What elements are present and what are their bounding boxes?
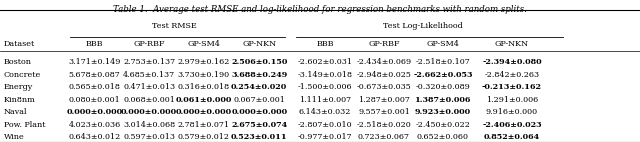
Text: 1.287±0.007: 1.287±0.007 bbox=[358, 96, 410, 104]
Text: 0.316±0.018: 0.316±0.018 bbox=[177, 83, 230, 91]
Text: 6.143±0.032: 6.143±0.032 bbox=[299, 108, 351, 116]
Text: 0.254±0.020: 0.254±0.020 bbox=[231, 83, 287, 91]
Text: Boston: Boston bbox=[4, 59, 32, 66]
Text: Concrete: Concrete bbox=[4, 71, 41, 79]
Text: -0.977±0.017: -0.977±0.017 bbox=[298, 133, 353, 141]
Text: 9.557±0.001: 9.557±0.001 bbox=[358, 108, 410, 116]
Text: -0.320±0.089: -0.320±0.089 bbox=[415, 83, 470, 91]
Text: Kin8nm: Kin8nm bbox=[4, 96, 36, 104]
Text: 0.579±0.012: 0.579±0.012 bbox=[177, 133, 230, 141]
Text: -2.518±0.020: -2.518±0.020 bbox=[356, 121, 412, 129]
Text: 0.643±0.012: 0.643±0.012 bbox=[68, 133, 121, 141]
Text: Table 1.  Average test RMSE and log-likelihood for regression benchmarks with ra: Table 1. Average test RMSE and log-likel… bbox=[113, 5, 527, 14]
Text: 0.000±0.000: 0.000±0.000 bbox=[67, 108, 123, 116]
Text: 9.916±0.000: 9.916±0.000 bbox=[486, 108, 538, 116]
Text: Dataset: Dataset bbox=[4, 40, 35, 48]
Text: -2.518±0.107: -2.518±0.107 bbox=[415, 59, 470, 66]
Text: GP-NKN: GP-NKN bbox=[495, 40, 529, 48]
Text: 2.506±0.150: 2.506±0.150 bbox=[231, 59, 287, 66]
Text: 0.597±0.013: 0.597±0.013 bbox=[123, 133, 175, 141]
Text: -3.149±0.018: -3.149±0.018 bbox=[298, 71, 353, 79]
Text: -2.602±0.031: -2.602±0.031 bbox=[298, 59, 353, 66]
Text: Wine: Wine bbox=[4, 133, 24, 141]
Text: -2.842±0.263: -2.842±0.263 bbox=[484, 71, 540, 79]
Text: -1.500±0.006: -1.500±0.006 bbox=[298, 83, 353, 91]
Text: GP-RBF: GP-RBF bbox=[133, 40, 165, 48]
Text: 0.061±0.000: 0.061±0.000 bbox=[175, 96, 232, 104]
Text: 5.678±0.087: 5.678±0.087 bbox=[69, 71, 120, 79]
Text: Test Log-Likelihood: Test Log-Likelihood bbox=[383, 22, 462, 30]
Text: BBB: BBB bbox=[86, 40, 104, 48]
Text: 0.852±0.064: 0.852±0.064 bbox=[484, 133, 540, 141]
Text: 2.753±0.137: 2.753±0.137 bbox=[123, 59, 175, 66]
Text: -2.450±0.022: -2.450±0.022 bbox=[415, 121, 470, 129]
Text: -2.434±0.069: -2.434±0.069 bbox=[356, 59, 412, 66]
Text: BBB: BBB bbox=[316, 40, 334, 48]
Text: 0.723±0.067: 0.723±0.067 bbox=[358, 133, 410, 141]
Text: 0.652±0.060: 0.652±0.060 bbox=[417, 133, 469, 141]
Text: 3.730±0.190: 3.730±0.190 bbox=[177, 71, 230, 79]
Text: 2.979±0.162: 2.979±0.162 bbox=[177, 59, 230, 66]
Text: Naval: Naval bbox=[4, 108, 28, 116]
Text: 4.023±0.036: 4.023±0.036 bbox=[68, 121, 121, 129]
Text: 3.171±0.149: 3.171±0.149 bbox=[68, 59, 121, 66]
Text: -2.807±0.010: -2.807±0.010 bbox=[298, 121, 353, 129]
Text: 1.387±0.006: 1.387±0.006 bbox=[415, 96, 471, 104]
Text: 0.471±0.013: 0.471±0.013 bbox=[123, 83, 175, 91]
Text: 4.685±0.137: 4.685±0.137 bbox=[123, 71, 175, 79]
Text: 0.080±0.001: 0.080±0.001 bbox=[69, 96, 120, 104]
Text: Energy: Energy bbox=[4, 83, 33, 91]
Text: 0.067±0.001: 0.067±0.001 bbox=[233, 96, 285, 104]
Text: 9.923±0.000: 9.923±0.000 bbox=[415, 108, 471, 116]
Text: -2.394±0.080: -2.394±0.080 bbox=[482, 59, 542, 66]
Text: 0.523±0.011: 0.523±0.011 bbox=[231, 133, 287, 141]
Text: GP-SM4: GP-SM4 bbox=[187, 40, 220, 48]
Text: -2.662±0.053: -2.662±0.053 bbox=[413, 71, 472, 79]
Text: -0.213±0.162: -0.213±0.162 bbox=[482, 83, 542, 91]
Text: 2.675±0.074: 2.675±0.074 bbox=[231, 121, 287, 129]
Text: 2.781±0.071: 2.781±0.071 bbox=[177, 121, 230, 129]
Text: 3.688±0.249: 3.688±0.249 bbox=[231, 71, 287, 79]
Text: 0.000±0.000: 0.000±0.000 bbox=[175, 108, 232, 116]
Text: -2.406±0.023: -2.406±0.023 bbox=[482, 121, 542, 129]
Text: Pow. Plant: Pow. Plant bbox=[4, 121, 45, 129]
Text: 0.000±0.000: 0.000±0.000 bbox=[231, 108, 287, 116]
Text: GP-NKN: GP-NKN bbox=[242, 40, 276, 48]
Text: 1.111±0.007: 1.111±0.007 bbox=[299, 96, 351, 104]
Text: -2.948±0.025: -2.948±0.025 bbox=[356, 71, 412, 79]
Text: Test RMSE: Test RMSE bbox=[152, 22, 196, 30]
Text: 0.565±0.018: 0.565±0.018 bbox=[68, 83, 121, 91]
Text: 0.068±0.001: 0.068±0.001 bbox=[123, 96, 175, 104]
Text: 0.000±0.000: 0.000±0.000 bbox=[121, 108, 177, 116]
Text: -0.673±0.035: -0.673±0.035 bbox=[356, 83, 412, 91]
Text: 3.014±0.068: 3.014±0.068 bbox=[123, 121, 175, 129]
Text: 1.291±0.006: 1.291±0.006 bbox=[486, 96, 538, 104]
Text: GP-SM4: GP-SM4 bbox=[426, 40, 460, 48]
Text: GP-RBF: GP-RBF bbox=[368, 40, 400, 48]
